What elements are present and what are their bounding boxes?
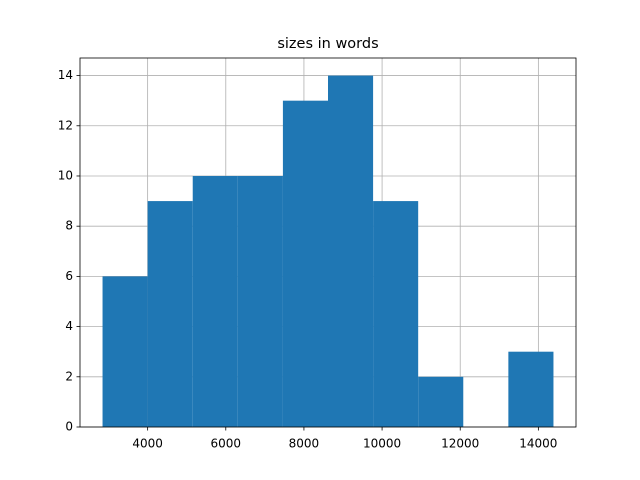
chart-title: sizes in words	[277, 36, 378, 52]
bar	[147, 201, 193, 427]
axes: 0 2 4 6 8 10 12 14 4000 6000 8000 10000 12000 14000	[58, 57, 577, 451]
y-tick-label: 8	[65, 219, 73, 233]
y-tick-label: 2	[65, 369, 73, 383]
y-tick-label: 12	[58, 118, 73, 132]
bar	[508, 351, 554, 427]
bar	[192, 175, 238, 427]
y-tick-label: 4	[65, 319, 73, 333]
y-tick-label: 14	[58, 68, 73, 82]
bars	[102, 75, 554, 428]
x-tick-label: 10000	[363, 437, 401, 451]
bar	[328, 75, 374, 428]
x-tick-label: 8000	[289, 437, 320, 451]
bar	[102, 276, 148, 427]
x-tick-label: 12000	[441, 437, 479, 451]
plot-frame	[79, 57, 577, 428]
x-tick-label: 6000	[211, 437, 242, 451]
bar	[237, 175, 283, 427]
y-tick-label: 0	[65, 420, 73, 434]
bar	[418, 376, 464, 427]
x-tick-label: 4000	[132, 437, 163, 451]
y-tick-label: 10	[58, 168, 73, 182]
bar	[373, 201, 419, 427]
bar	[282, 100, 328, 428]
x-tick-label: 14000	[519, 437, 557, 451]
y-tick-label: 6	[65, 269, 73, 283]
